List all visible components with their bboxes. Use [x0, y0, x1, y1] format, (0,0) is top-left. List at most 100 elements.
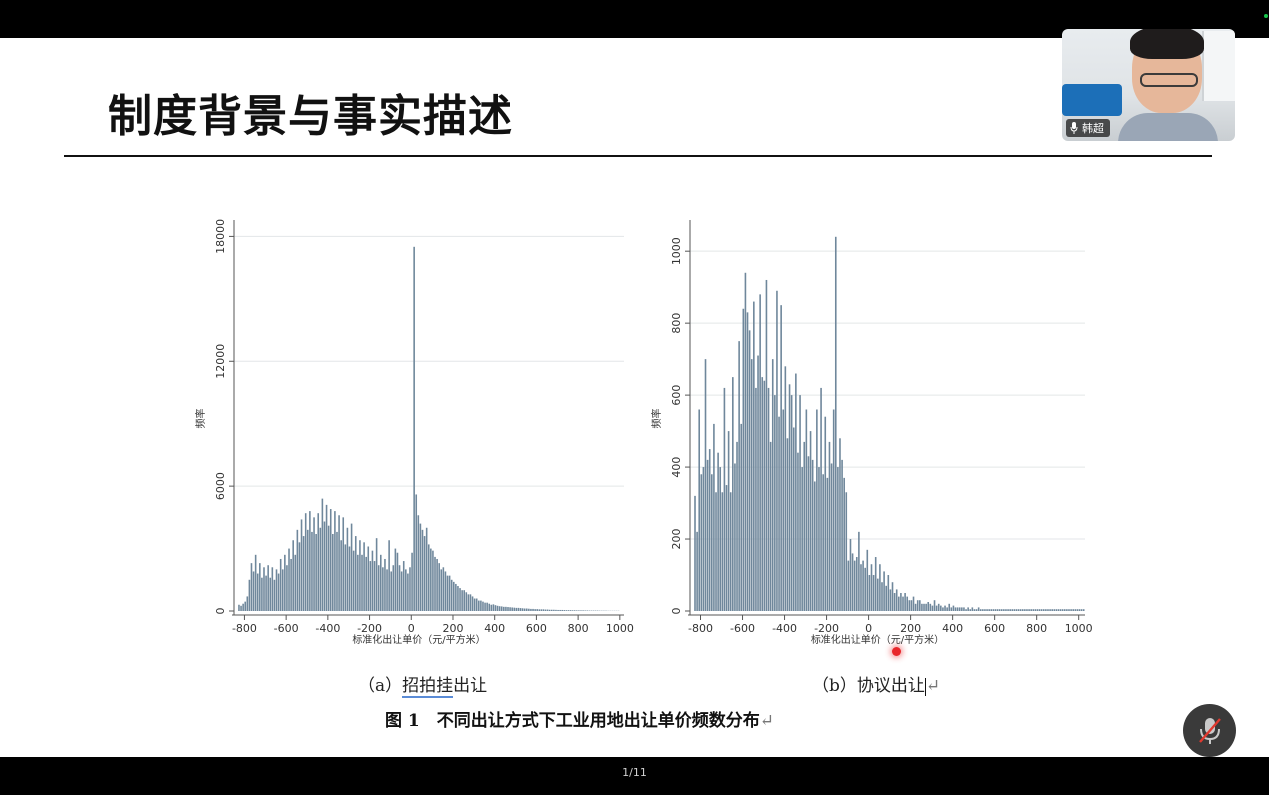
- histogram-bar: [1017, 609, 1020, 611]
- x-tick-label: 1000: [606, 622, 634, 635]
- histogram-bar: [811, 459, 814, 611]
- histogram-bar: [914, 603, 917, 611]
- histogram-bar: [1049, 609, 1051, 611]
- histogram-bar: [371, 550, 374, 611]
- histogram-bar: [996, 609, 999, 611]
- histogram-bar: [1045, 609, 1047, 611]
- histogram-bar: [1021, 609, 1024, 611]
- y-tick-label: 0: [670, 608, 683, 615]
- histogram-bar: [559, 609, 561, 611]
- histogram-bar: [277, 573, 280, 611]
- y-tick-label: 600: [670, 385, 683, 406]
- histogram-bar: [373, 561, 376, 611]
- histogram-bar: [486, 602, 488, 611]
- histogram-bar: [891, 582, 894, 611]
- x-tick-label: -600: [730, 622, 755, 635]
- caption-b-text: 协议出让: [856, 676, 925, 696]
- histogram-bar: [763, 380, 766, 611]
- histogram-bar: [971, 607, 974, 611]
- histogram-bar: [521, 608, 524, 611]
- page-indicator: 1/11: [622, 766, 647, 779]
- histogram-bar: [801, 467, 803, 611]
- histogram-bar: [334, 511, 336, 611]
- histogram-bar: [344, 544, 347, 611]
- histogram-bar: [557, 609, 559, 611]
- histogram-bar: [392, 565, 395, 611]
- histogram-bar: [828, 441, 831, 611]
- histogram-bar: [700, 474, 703, 611]
- histogram-bar: [719, 467, 722, 611]
- histogram-bar: [294, 554, 297, 611]
- participant-video-tile[interactable]: 韩超: [1062, 29, 1235, 141]
- histogram-bar: [1057, 609, 1060, 611]
- histogram-bar: [992, 609, 995, 611]
- x-tick-label: 400: [942, 622, 963, 635]
- histogram-bar: [405, 569, 407, 611]
- histogram-bar: [480, 600, 482, 611]
- histogram-bar: [834, 236, 837, 612]
- histogram-bar: [1032, 609, 1035, 611]
- histogram-bar: [1034, 609, 1037, 611]
- histogram-bar: [440, 569, 443, 611]
- caption-a-prefix: （a）: [358, 676, 403, 696]
- participant-glasses: [1140, 73, 1198, 87]
- histogram-bar: [1011, 609, 1014, 611]
- histogram-bar: [300, 519, 303, 611]
- return-mark: ↵: [925, 676, 941, 696]
- histogram-bar: [732, 377, 734, 611]
- histogram-bar: [254, 554, 257, 611]
- histogram-bar: [309, 511, 311, 611]
- histogram-bar: [830, 463, 833, 611]
- video-background-window: [1202, 31, 1235, 101]
- histogram-bar: [807, 456, 810, 611]
- histogram-bar: [813, 481, 816, 611]
- histogram-bar: [473, 598, 476, 611]
- histogram-bar: [1015, 609, 1018, 611]
- histogram-bar: [986, 609, 988, 611]
- histogram-bar: [542, 609, 545, 611]
- histogram-bar: [332, 534, 334, 611]
- histogram-bar: [515, 607, 518, 611]
- histogram-bar: [503, 606, 505, 611]
- histogram-bar: [757, 355, 759, 611]
- histogram-bar: [540, 609, 543, 611]
- histogram-bar: [708, 449, 711, 611]
- histogram-bar: [1080, 609, 1083, 611]
- histogram-bar: [492, 604, 495, 611]
- histogram-bar: [839, 438, 841, 611]
- histogram-bar: [496, 605, 499, 611]
- histogram-bar: [365, 556, 367, 611]
- histogram-bar: [1019, 609, 1022, 611]
- histogram-bar: [402, 561, 405, 611]
- histogram-bar: [849, 539, 852, 611]
- histogram-bar: [944, 605, 946, 611]
- histogram-bar: [446, 575, 449, 611]
- histogram-bar: [427, 544, 430, 611]
- histogram-bar: [933, 600, 936, 611]
- histogram-bar: [413, 246, 415, 612]
- histogram-bar: [803, 441, 806, 611]
- histogram-bar: [555, 609, 557, 611]
- x-tick-label: 600: [984, 622, 1005, 635]
- histogram-bar: [386, 569, 388, 611]
- histogram-bar: [954, 607, 957, 611]
- histogram-bar: [279, 558, 282, 611]
- histogram-bar: [267, 565, 269, 611]
- histogram-bar: [482, 601, 484, 611]
- histogram-bar: [820, 387, 822, 611]
- top-bar: [0, 0, 1269, 38]
- histogram-bar: [259, 563, 261, 611]
- histogram-bar: [776, 290, 778, 611]
- histogram-bar: [546, 609, 549, 611]
- mute-microphone-button[interactable]: [1183, 704, 1236, 757]
- histogram-bar: [935, 605, 938, 611]
- histogram-bar: [377, 565, 380, 611]
- histogram-bar: [1013, 609, 1016, 611]
- histogram-bar: [696, 531, 698, 611]
- microphone-muted-icon: [1198, 717, 1221, 744]
- histogram-bar: [977, 607, 980, 611]
- histogram-bar: [809, 431, 812, 611]
- histogram-bar: [430, 548, 432, 611]
- histogram-bar: [571, 610, 574, 611]
- histogram-bar: [832, 409, 835, 611]
